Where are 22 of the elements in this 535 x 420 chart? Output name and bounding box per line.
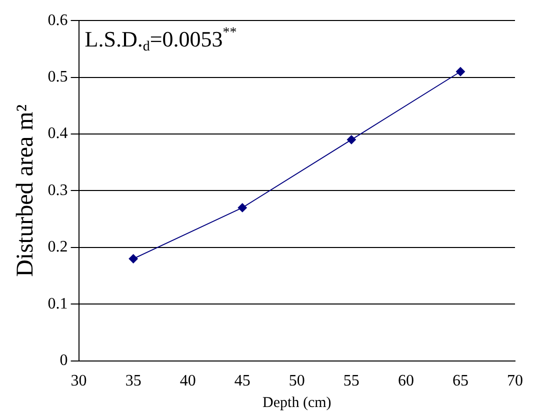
x-tick-label: 45 [234,372,250,390]
y-tick-label: 0.4 [48,125,68,142]
point [238,203,247,212]
x-axis-title: Depth (cm) [262,394,332,411]
y-tick-label: 0 [60,352,68,370]
x-tick-label: 30 [70,372,87,390]
x-tick-label: 60 [398,372,414,390]
point [346,135,356,144]
point [128,254,138,264]
x-tick-label: 55 [343,372,360,390]
x-tick-label: 70 [507,372,523,390]
point [456,67,465,76]
x-tick-label: 35 [125,372,142,390]
y-axis-title: Disturbed area m² [12,104,39,277]
y-tick-label: 0.6 [48,12,68,29]
x-tick-label: 65 [452,372,468,390]
x-tick-label: 40 [180,372,196,390]
y-tick-label: 0.1 [48,295,68,312]
y-tick-label: 0.3 [48,182,68,199]
y-tick-label: 0.5 [48,68,68,86]
x-tick-label: 50 [288,372,305,390]
y-tick-label: 0.2 [48,238,68,256]
